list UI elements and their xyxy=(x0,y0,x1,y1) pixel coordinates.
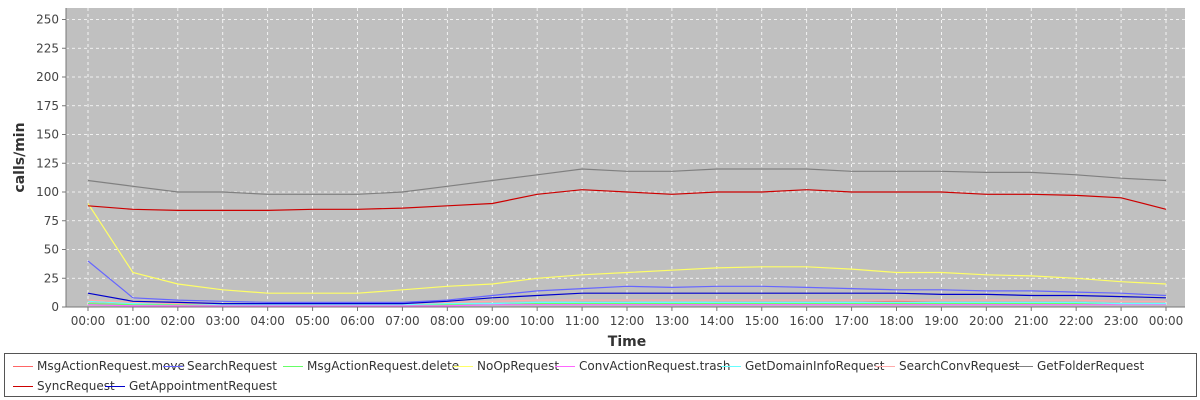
plot-area xyxy=(66,8,1185,307)
x-tick-label: 00:00 xyxy=(1149,314,1184,328)
legend-label: GetAppointmentRequest xyxy=(129,379,277,393)
legend-label: SearchConvRequest xyxy=(899,359,1020,373)
y-tick-label: 125 xyxy=(36,156,59,170)
x-tick-label: 05:00 xyxy=(295,314,330,328)
series-line xyxy=(87,203,1167,294)
legend-label: GetDomainInfoRequest xyxy=(745,359,885,373)
legend-item: SearchRequest xyxy=(163,359,277,373)
legend-swatch xyxy=(13,385,33,387)
series-line xyxy=(87,189,1167,211)
x-tick-label: 11:00 xyxy=(565,314,600,328)
y-tick-label: 100 xyxy=(36,185,59,199)
x-tick-label: 17:00 xyxy=(834,314,869,328)
x-tick-label: 06:00 xyxy=(340,314,375,328)
x-tick-label: 14:00 xyxy=(700,314,735,328)
legend-label: ConvActionRequest.trash xyxy=(579,359,731,373)
series-line xyxy=(87,292,1167,305)
legend-item: SearchConvRequest xyxy=(875,359,1019,373)
x-tick-label: 10:00 xyxy=(520,314,555,328)
y-axis-label: calls/min xyxy=(12,122,28,192)
x-axis-label: Time xyxy=(608,334,646,350)
x-tick-label: 00:00 xyxy=(71,314,106,328)
x-tick-label: 01:00 xyxy=(116,314,151,328)
x-tick-label: 12:00 xyxy=(610,314,645,328)
legend-item: GetFolderRequest xyxy=(1013,359,1144,373)
x-tick-label: 08:00 xyxy=(430,314,465,328)
series-line xyxy=(87,304,1166,307)
legend-swatch xyxy=(283,365,303,367)
x-tick-label: 09:00 xyxy=(475,314,510,328)
legend-item: NoOpRequest xyxy=(453,359,559,373)
legend-label: SyncRequest xyxy=(37,379,115,393)
x-tick-label: 15:00 xyxy=(744,314,779,328)
legend-label: SearchRequest xyxy=(187,359,277,373)
x-tick-label: 03:00 xyxy=(205,314,240,328)
grid-lines xyxy=(66,8,1185,308)
x-tick-label: 07:00 xyxy=(385,314,420,328)
legend-swatch xyxy=(1013,365,1033,367)
series-line xyxy=(87,260,1167,303)
x-tick-label: 04:00 xyxy=(250,314,285,328)
legend-swatch xyxy=(105,385,125,387)
legend-item: GetDomainInfoRequest xyxy=(721,359,884,373)
y-tick-label: 0 xyxy=(51,300,59,314)
series-layer xyxy=(87,168,1167,307)
legend-swatch xyxy=(163,365,183,367)
x-tick-label: 13:00 xyxy=(655,314,690,328)
legend-item: ConvActionRequest.trash xyxy=(555,359,730,373)
legend-label: MsgActionRequest.move xyxy=(37,359,185,373)
axes: 0 25 50 75 100 125 150 175 200 225 250 00:00 01:00 02… xyxy=(36,8,1185,328)
legend-item: GetAppointmentRequest xyxy=(105,379,277,393)
legend-label: NoOpRequest xyxy=(477,359,560,373)
legend-label: MsgActionRequest.delete xyxy=(307,359,460,373)
legend-swatch xyxy=(875,365,895,367)
x-tick-label: 02:00 xyxy=(161,314,196,328)
legend-swatch xyxy=(13,365,33,367)
legend-label: GetFolderRequest xyxy=(1037,359,1145,373)
legend-item: MsgActionRequest.move xyxy=(13,359,185,373)
x-tick-label: 19:00 xyxy=(924,314,959,328)
y-tick-label: 200 xyxy=(36,70,59,84)
legend-swatch xyxy=(721,365,741,367)
legend: MsgActionRequest.move SearchRequest MsgAct… xyxy=(4,353,1197,397)
x-tick-label: 22:00 xyxy=(1059,314,1094,328)
y-tick-label: 25 xyxy=(44,271,59,285)
series-line xyxy=(87,168,1167,195)
y-tick-label: 75 xyxy=(44,214,59,228)
series-line xyxy=(87,300,1166,306)
x-tick-label: 20:00 xyxy=(969,314,1004,328)
legend-item: SyncRequest xyxy=(13,379,115,393)
x-tick-label: 21:00 xyxy=(1014,314,1049,328)
x-tick-label: 16:00 xyxy=(789,314,824,328)
legend-swatch xyxy=(555,365,575,367)
y-tick-label: 175 xyxy=(36,99,59,113)
y-tick-label: 225 xyxy=(36,41,59,55)
legend-item: MsgActionRequest.delete xyxy=(283,359,459,373)
y-tick-label: 150 xyxy=(36,128,59,142)
chart-svg: 0 25 50 75 100 125 150 175 200 225 250 00:00 01:00 02… xyxy=(12,8,1185,350)
x-tick-label: 18:00 xyxy=(879,314,914,328)
y-tick-label: 50 xyxy=(44,243,59,257)
y-tick-label: 250 xyxy=(36,13,59,27)
legend-swatch xyxy=(453,365,473,367)
x-tick-label: 23:00 xyxy=(1104,314,1139,328)
